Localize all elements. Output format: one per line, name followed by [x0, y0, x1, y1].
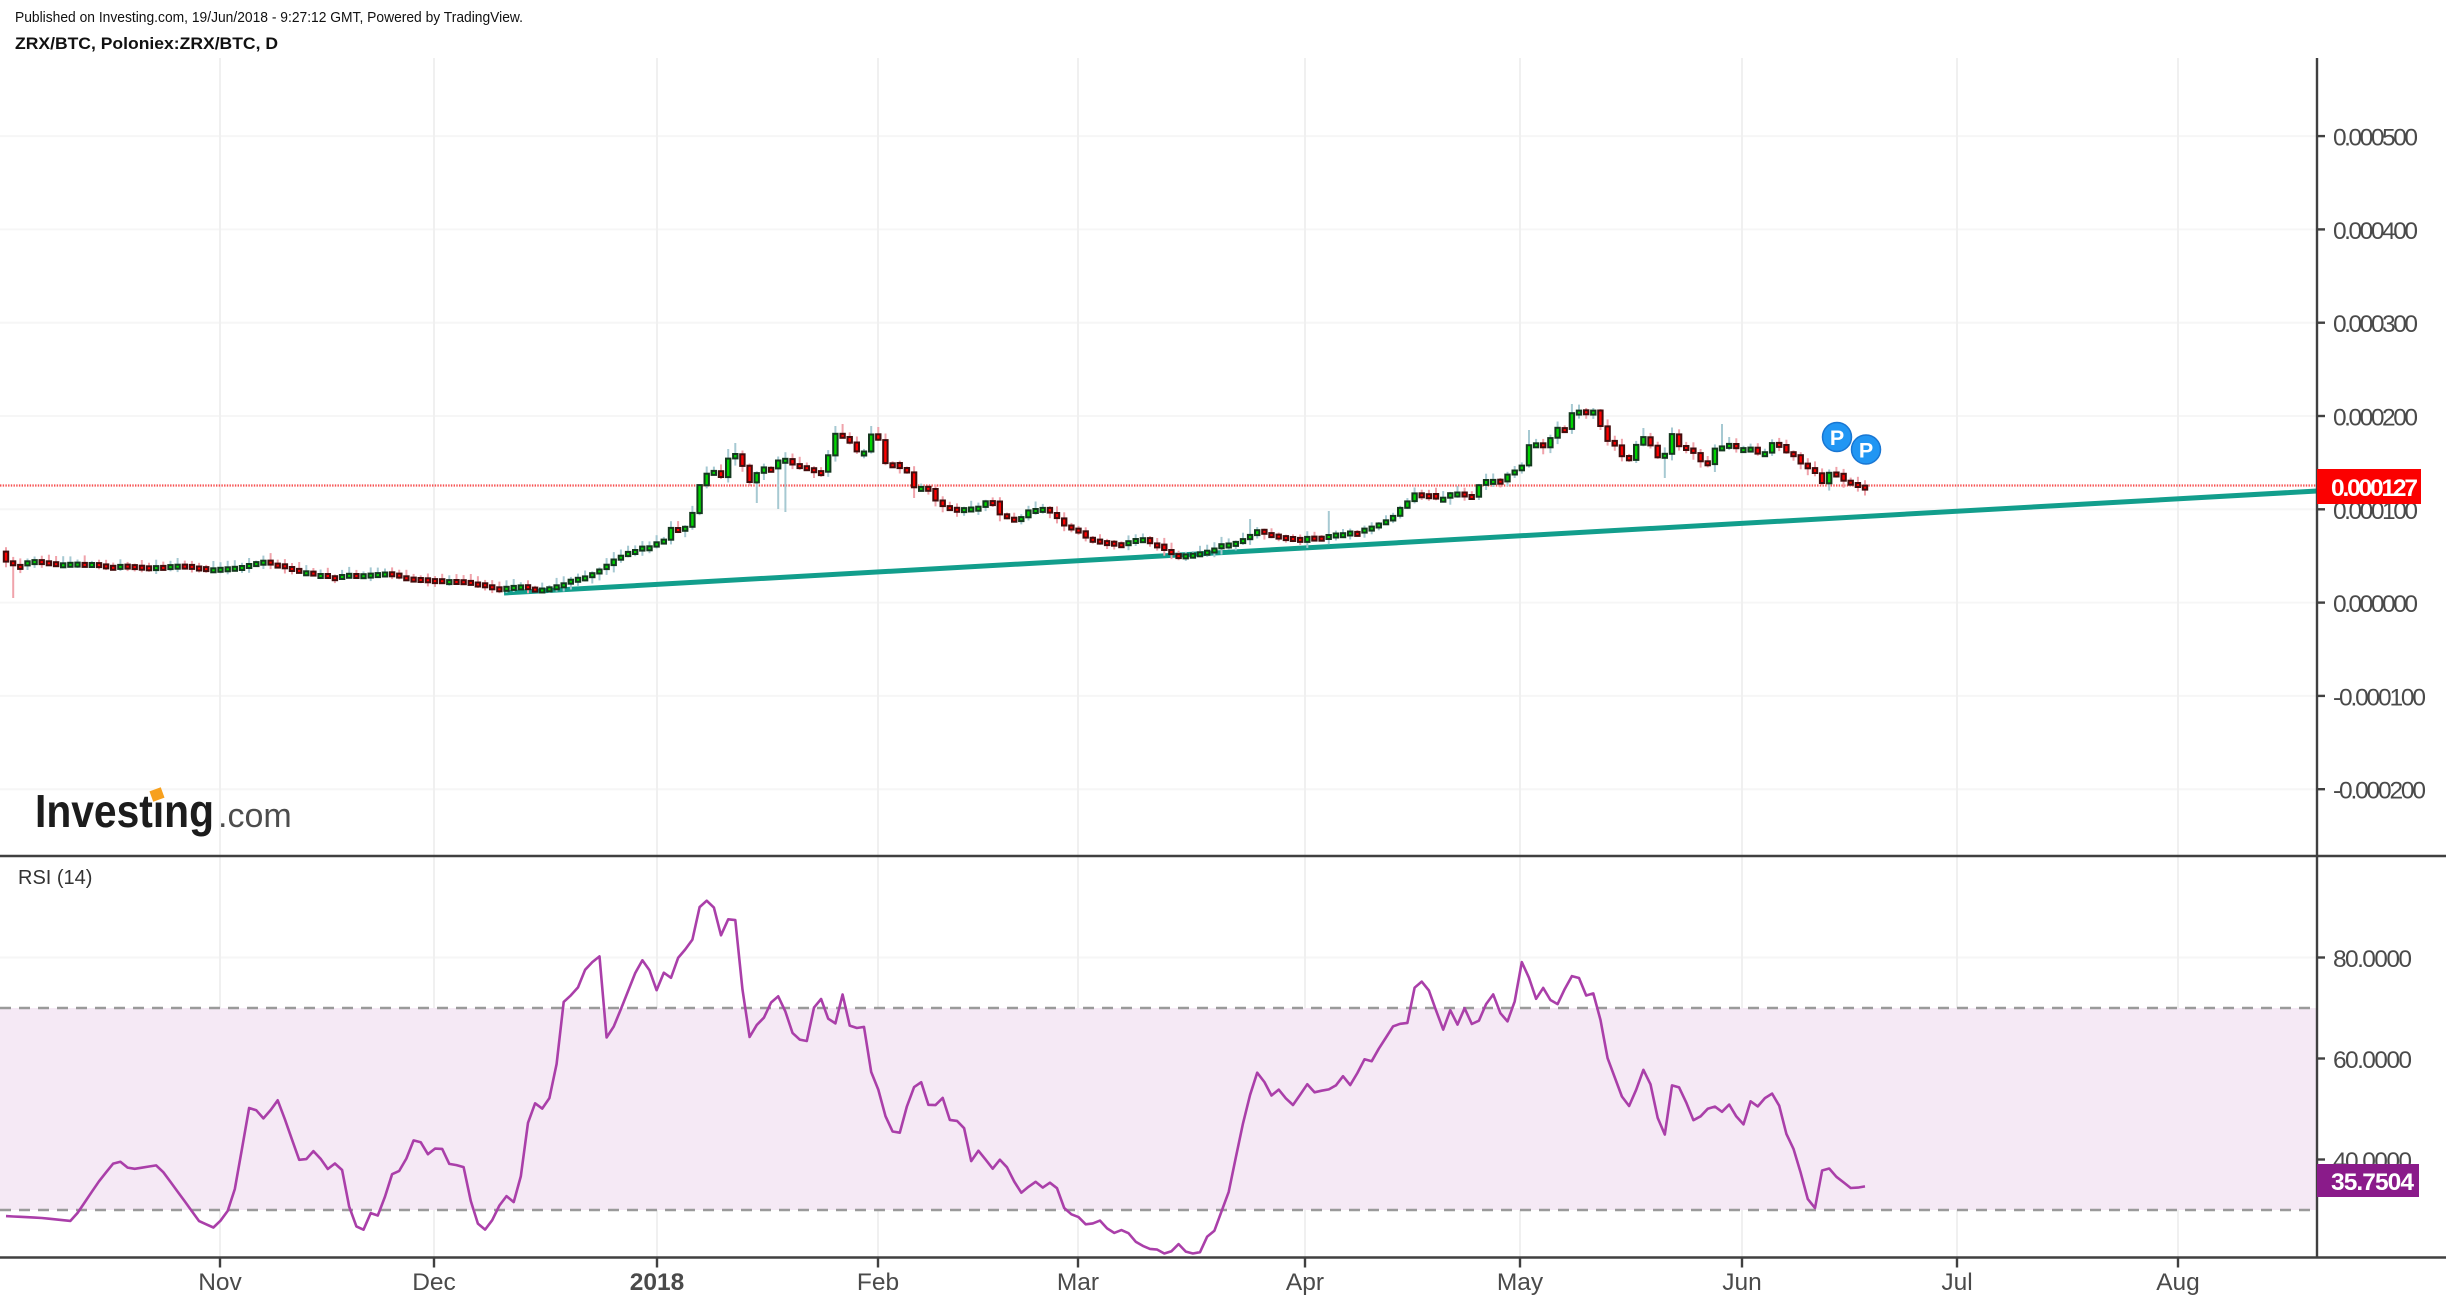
- svg-text:Jun: Jun: [1722, 1269, 1762, 1296]
- svg-text:-0.000100: -0.000100: [2333, 684, 2426, 711]
- svg-text:Aug: Aug: [2156, 1269, 2200, 1296]
- svg-text:35.7504: 35.7504: [2331, 1169, 2414, 1196]
- svg-text:Apr: Apr: [1286, 1269, 1324, 1296]
- svg-text:0.000200: 0.000200: [2333, 405, 2418, 432]
- svg-text:-0.000200: -0.000200: [2333, 778, 2426, 805]
- svg-text:80.0000: 80.0000: [2333, 946, 2412, 973]
- svg-text:Jul: Jul: [1941, 1269, 1972, 1296]
- svg-text:Investing: Investing: [35, 785, 214, 837]
- svg-text:0.000400: 0.000400: [2333, 218, 2418, 245]
- svg-text:May: May: [1497, 1269, 1544, 1296]
- svg-text:0.000300: 0.000300: [2333, 311, 2418, 338]
- svg-text:60.0000: 60.0000: [2333, 1047, 2412, 1074]
- svg-text:Dec: Dec: [412, 1269, 456, 1296]
- svg-text:.com: .com: [218, 797, 292, 835]
- svg-text:RSI (14): RSI (14): [18, 867, 92, 889]
- svg-text:Feb: Feb: [857, 1269, 899, 1296]
- svg-text:P: P: [1859, 439, 1873, 463]
- svg-text:0.000000: 0.000000: [2333, 591, 2418, 618]
- svg-text:Nov: Nov: [198, 1269, 242, 1296]
- svg-text:2018: 2018: [630, 1269, 685, 1296]
- svg-text:Published on Investing.com, 19: Published on Investing.com, 19/Jun/2018 …: [15, 10, 523, 26]
- svg-text:ZRX/BTC, Poloniex:ZRX/BTC, D: ZRX/BTC, Poloniex:ZRX/BTC, D: [15, 35, 278, 53]
- svg-text:0.000500: 0.000500: [2333, 125, 2418, 152]
- svg-text:Mar: Mar: [1057, 1269, 1099, 1296]
- svg-text:0.000127: 0.000127: [2331, 475, 2418, 502]
- svg-text:P: P: [1830, 426, 1844, 450]
